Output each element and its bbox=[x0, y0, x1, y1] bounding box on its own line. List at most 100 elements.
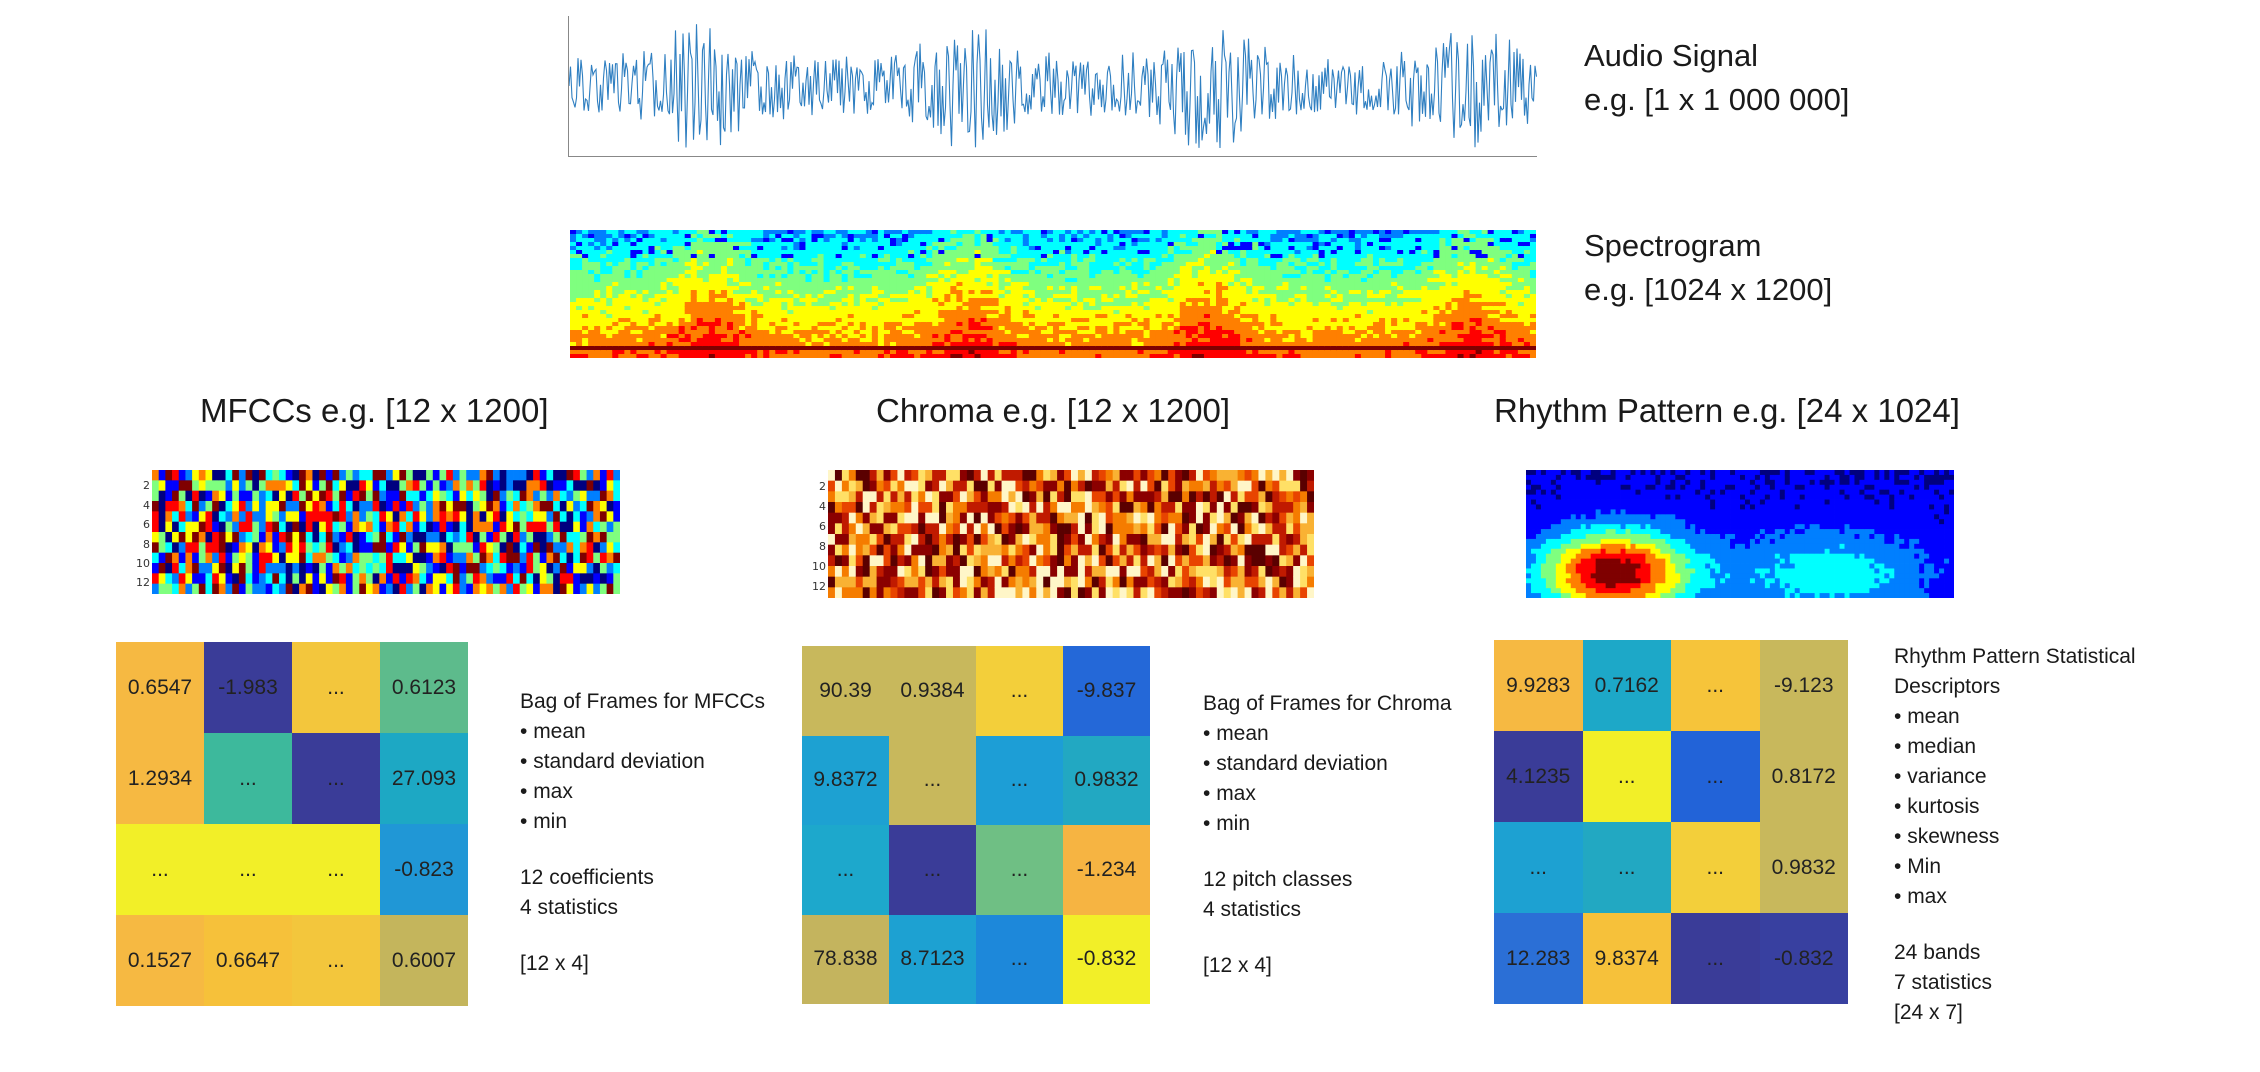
matrix-cell: 78.838 bbox=[802, 914, 889, 1004]
rhythm-description: Rhythm Pattern Statistical Descriptors m… bbox=[1894, 642, 2184, 1028]
audio-signal-title: Audio Signal bbox=[1584, 38, 1759, 73]
matrix-cell: 0.7162 bbox=[1582, 640, 1671, 731]
stat-item: Min bbox=[1894, 852, 2184, 882]
matrix-cell: ... bbox=[1671, 731, 1760, 822]
rhythm-pattern-heatmap bbox=[1526, 470, 1954, 598]
y-tick-label: 8 bbox=[143, 537, 150, 551]
y-tick-label: 4 bbox=[143, 498, 150, 512]
matrix-cell: ... bbox=[1671, 913, 1760, 1004]
chroma-description: Bag of Frames for Chroma meanstandard de… bbox=[1203, 689, 1452, 981]
matrix-cell: -1.983 bbox=[204, 642, 292, 733]
matrix-cell: 0.8172 bbox=[1759, 731, 1848, 822]
stat-item: max bbox=[1203, 779, 1452, 809]
matrix-cell: 4.1235 bbox=[1494, 731, 1583, 822]
stat-item: kurtosis bbox=[1894, 792, 2184, 822]
matrix-cell: ... bbox=[889, 825, 976, 915]
stat-item: mean bbox=[1894, 702, 2184, 732]
chroma-stats-matrix: 90.39 0.9384... -9.837 9.8372...... 0.9832..… bbox=[802, 646, 1150, 1004]
matrix-cell: -9.837 bbox=[1063, 646, 1150, 736]
chroma-stat-list: meanstandard deviationmaxmin bbox=[1203, 719, 1452, 839]
matrix-cell: 0.9832 bbox=[1759, 822, 1848, 913]
matrix-cell: ... bbox=[292, 915, 380, 1006]
matrix-cell: -9.123 bbox=[1759, 640, 1848, 731]
desc-line: 7 statistics bbox=[1894, 971, 1993, 994]
mfcc-heatmap bbox=[152, 470, 620, 594]
y-tick-label: 2 bbox=[143, 479, 150, 493]
rhythm-desc-title: Rhythm Pattern Statistical Descriptors bbox=[1894, 645, 2136, 698]
stat-item: mean bbox=[520, 717, 765, 747]
matrix-cell: ... bbox=[292, 733, 380, 824]
matrix-cell: ... bbox=[1494, 822, 1583, 913]
desc-line: 12 coefficients bbox=[520, 866, 654, 889]
mfcc-desc-shape: [12 x 4] bbox=[520, 952, 589, 975]
chroma-desc-shape: [12 x 4] bbox=[1203, 954, 1272, 977]
rhythm-stats-matrix: 9.9283 0.7162... -9.123 4.1235...... 0.8172.… bbox=[1494, 640, 1848, 1004]
stat-item: max bbox=[520, 777, 765, 807]
matrix-cell: -0.823 bbox=[380, 824, 468, 915]
y-tick-label: 6 bbox=[819, 520, 826, 533]
matrix-cell: 9.8374 bbox=[1582, 913, 1671, 1004]
matrix-cell: 1.2934 bbox=[116, 733, 204, 824]
matrix-cell: 0.6007 bbox=[380, 915, 468, 1006]
mfcc-desc-title: Bag of Frames for MFCCs bbox=[520, 690, 766, 713]
matrix-cell: ... bbox=[1582, 822, 1671, 913]
y-tick-label: 12 bbox=[136, 576, 150, 590]
stat-item: min bbox=[520, 807, 765, 837]
matrix-cell: 0.6547 bbox=[116, 642, 204, 733]
spectrogram-shape: e.g. [1024 x 1200] bbox=[1584, 272, 1833, 307]
audio-signal-label: Audio Signal e.g. [1 x 1 000 000] bbox=[1584, 34, 1849, 122]
desc-line: 4 statistics bbox=[1203, 898, 1302, 921]
stat-item: median bbox=[1894, 732, 2184, 762]
mfcc-title: MFCCs e.g. [12 x 1200] bbox=[200, 392, 549, 429]
spectrogram-image bbox=[570, 230, 1536, 358]
matrix-cell: 0.6647 bbox=[204, 915, 292, 1006]
desc-line: 24 bands bbox=[1894, 941, 1981, 964]
mfcc-description: Bag of Frames for MFCCs meanstandard dev… bbox=[520, 687, 765, 979]
matrix-cell: ... bbox=[204, 733, 292, 824]
mfcc-stats-matrix: 0.6547 -1.983... 0.6123 1.2934...... 27.093.… bbox=[116, 642, 468, 1006]
matrix-cell: -1.234 bbox=[1063, 825, 1150, 915]
matrix-cell: ... bbox=[976, 825, 1063, 915]
stat-item: skewness bbox=[1894, 822, 2184, 852]
y-tick-label: 6 bbox=[143, 518, 150, 532]
desc-line: 12 pitch classes bbox=[1203, 868, 1353, 891]
chroma-desc-lines: 12 pitch classes 4 statistics bbox=[1203, 865, 1452, 925]
stat-item: standard deviation bbox=[1203, 749, 1452, 779]
rhythm-title: Rhythm Pattern e.g. [24 x 1024] bbox=[1494, 392, 1960, 429]
matrix-cell: 0.1527 bbox=[116, 915, 204, 1006]
stat-item: variance bbox=[1894, 762, 2184, 792]
matrix-cell: ... bbox=[292, 642, 380, 733]
mfcc-stat-list: meanstandard deviationmaxmin bbox=[520, 717, 765, 837]
audio-waveform bbox=[568, 16, 1537, 157]
chroma-title: Chroma e.g. [12 x 1200] bbox=[876, 392, 1231, 429]
y-tick-label: 8 bbox=[819, 540, 826, 553]
rhythm-stat-list: meanmedianvariancekurtosisskewnessMinmax bbox=[1894, 702, 2184, 912]
chroma-yticks: 2 4 6 8 10 12 bbox=[812, 470, 826, 598]
matrix-cell: ... bbox=[976, 646, 1063, 736]
audio-signal-shape: e.g. [1 x 1 000 000] bbox=[1584, 82, 1850, 117]
matrix-cell: ... bbox=[1582, 731, 1671, 822]
desc-line: 4 statistics bbox=[520, 896, 619, 919]
stat-item: max bbox=[1894, 882, 2184, 912]
matrix-cell: ... bbox=[976, 914, 1063, 1004]
matrix-cell: -0.832 bbox=[1759, 913, 1848, 1004]
matrix-cell: 12.283 bbox=[1494, 913, 1583, 1004]
rhythm-desc-shape: [24 x 7] bbox=[1894, 1001, 1963, 1024]
matrix-cell: ... bbox=[976, 735, 1063, 825]
spectrogram-title: Spectrogram bbox=[1584, 228, 1762, 263]
y-tick-label: 10 bbox=[812, 560, 826, 573]
chroma-heatmap bbox=[828, 470, 1314, 598]
waveform-trace bbox=[569, 24, 1537, 149]
matrix-cell: 0.9384 bbox=[889, 646, 976, 736]
rhythm-desc-lines: 24 bands 7 statistics bbox=[1894, 938, 2184, 998]
y-tick-label: 12 bbox=[812, 580, 826, 593]
matrix-cell: 27.093 bbox=[380, 733, 468, 824]
y-tick-label: 4 bbox=[819, 500, 826, 513]
mfcc-yticks: 2 4 6 8 10 12 bbox=[136, 470, 150, 594]
matrix-cell: ... bbox=[802, 825, 889, 915]
matrix-cell: 90.39 bbox=[802, 646, 889, 736]
matrix-cell: 9.8372 bbox=[802, 735, 889, 825]
y-tick-label: 10 bbox=[136, 556, 150, 570]
y-tick-label: 2 bbox=[819, 480, 826, 493]
matrix-cell: 8.7123 bbox=[889, 914, 976, 1004]
